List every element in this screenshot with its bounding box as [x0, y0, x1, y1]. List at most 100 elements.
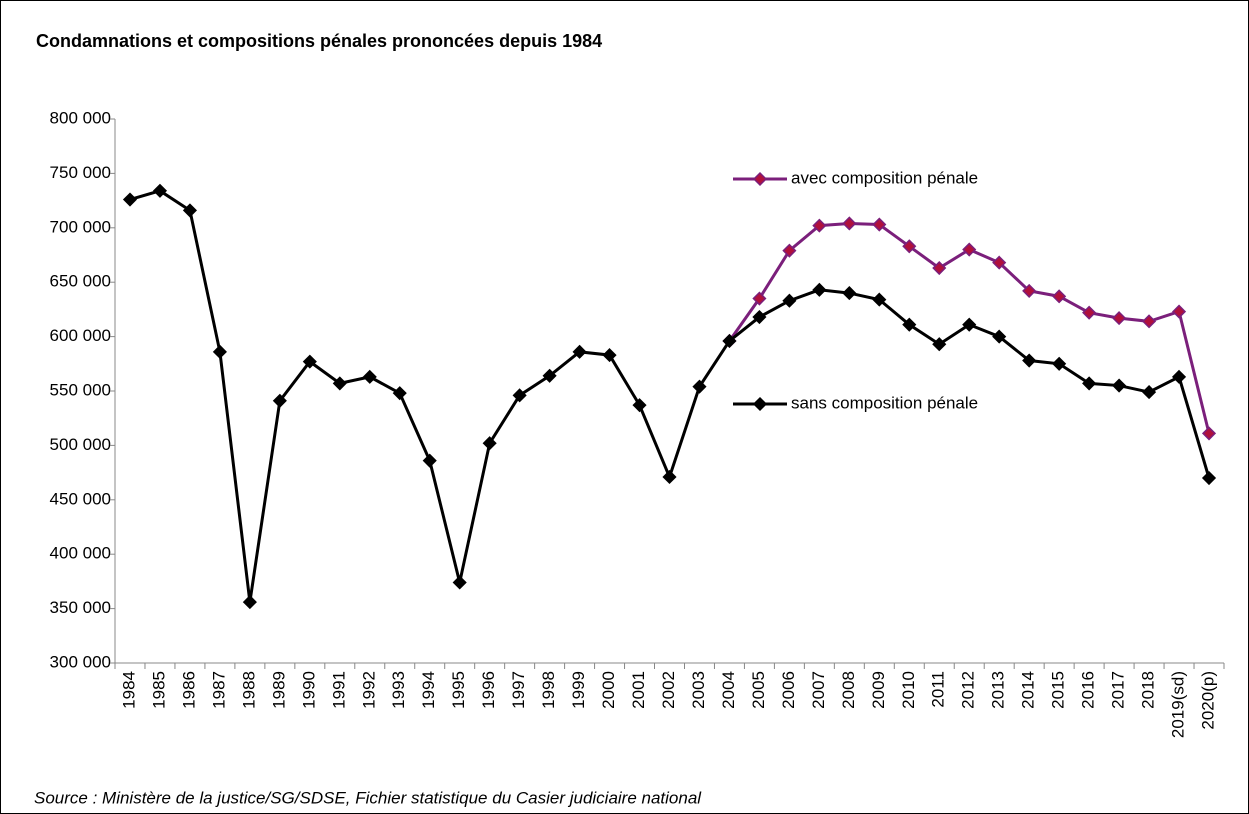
series-marker — [782, 243, 797, 258]
series-marker — [452, 575, 467, 590]
x-tick-label: 1998 — [539, 671, 558, 709]
x-tick-label: 2009 — [869, 671, 888, 709]
x-tick-label: 2005 — [749, 671, 768, 709]
series-marker — [332, 376, 347, 391]
series-marker — [902, 317, 917, 332]
y-tick-label: 350 000 — [50, 598, 111, 617]
series-marker — [992, 255, 1007, 270]
y-tick-label: 450 000 — [50, 489, 111, 508]
series-marker — [1201, 470, 1217, 486]
series-marker — [992, 329, 1007, 344]
legend-marker — [752, 396, 768, 412]
x-tick-label: 2017 — [1109, 671, 1128, 709]
series-marker — [842, 216, 857, 231]
y-tick-label: 600 000 — [50, 326, 111, 345]
series-marker — [182, 203, 197, 218]
x-tick-label: 1984 — [119, 671, 138, 709]
series-marker — [662, 469, 677, 485]
series-marker — [812, 218, 827, 233]
x-tick-label: 2003 — [689, 671, 708, 709]
series-marker — [1171, 304, 1187, 319]
chart-title: Condamnations et compositions pénales pr… — [36, 31, 602, 51]
series-marker — [512, 388, 527, 403]
series-marker — [1142, 385, 1157, 400]
series-marker — [422, 453, 437, 468]
x-tick-label: 2001 — [629, 671, 648, 709]
x-tick-label: 1999 — [569, 671, 588, 709]
y-tick-label: 800 000 — [50, 108, 111, 127]
series-marker — [1022, 283, 1037, 298]
x-tick-label: 2007 — [809, 671, 828, 709]
x-tick-label: 2012 — [959, 671, 978, 709]
series-marker — [392, 386, 407, 401]
x-tick-label: 2015 — [1049, 671, 1068, 709]
y-tick-label: 700 000 — [50, 217, 111, 236]
series-marker — [602, 348, 617, 363]
series-marker — [752, 309, 767, 325]
series-marker — [482, 436, 497, 451]
x-tick-label: 2019(sd) — [1169, 671, 1188, 738]
x-tick-label: 2018 — [1139, 671, 1158, 709]
y-tick-label: 400 000 — [50, 544, 111, 563]
series-marker — [242, 595, 257, 610]
x-tick-label: 1988 — [239, 671, 258, 709]
series-marker — [1112, 311, 1127, 326]
series-marker — [962, 317, 977, 332]
series-marker — [632, 398, 647, 413]
series-marker — [1112, 378, 1127, 393]
x-tick-label: 2016 — [1079, 671, 1098, 709]
x-tick-label: 1990 — [299, 671, 318, 709]
x-tick-label: 2010 — [899, 671, 918, 709]
x-tick-label: 2020(p) — [1198, 671, 1217, 730]
x-tick-label: 1989 — [269, 671, 288, 709]
series-marker — [1052, 289, 1067, 304]
x-tick-label: 1996 — [479, 671, 498, 709]
x-tick-label: 1991 — [329, 671, 348, 709]
series-marker — [362, 369, 377, 384]
series-marker — [812, 282, 827, 297]
series-marker — [1201, 426, 1217, 441]
x-tick-label: 2004 — [719, 671, 738, 709]
series-marker — [1052, 356, 1067, 371]
x-tick-label: 1992 — [359, 671, 378, 709]
y-tick-label: 550 000 — [50, 380, 111, 399]
x-tick-label: 2006 — [779, 671, 798, 709]
series-marker — [932, 337, 947, 352]
series-marker — [872, 292, 887, 307]
x-tick-label: 1993 — [389, 671, 408, 709]
series-marker — [902, 239, 917, 254]
legend-label: avec composition pénale — [791, 168, 978, 187]
x-tick-label: 1985 — [149, 671, 168, 709]
y-tick-label: 750 000 — [50, 163, 111, 182]
y-tick-label: 650 000 — [50, 272, 111, 291]
source-note: Source : Ministère de la justice/SG/SDSE… — [34, 788, 702, 807]
series-marker — [1082, 376, 1097, 391]
series-marker — [302, 354, 317, 369]
legend-marker — [752, 171, 768, 187]
x-tick-label: 2013 — [989, 671, 1008, 709]
series-marker — [782, 293, 797, 308]
series-marker — [572, 344, 587, 359]
x-tick-label: 1995 — [449, 671, 468, 709]
x-tick-label: 1994 — [419, 671, 438, 709]
series-marker — [272, 393, 287, 408]
series-marker — [152, 183, 168, 198]
legend-label: sans composition pénale — [791, 393, 978, 412]
x-tick-label: 2008 — [839, 671, 858, 709]
x-tick-label: 2014 — [1019, 671, 1038, 709]
series-marker — [1142, 314, 1157, 329]
series-marker — [542, 368, 557, 383]
y-tick-label: 300 000 — [50, 652, 111, 671]
series-marker — [872, 217, 887, 232]
x-tick-label: 1987 — [209, 671, 228, 709]
series-marker — [842, 286, 857, 301]
series-marker — [962, 242, 977, 257]
x-tick-label: 2002 — [659, 671, 678, 709]
y-tick-label: 500 000 — [50, 435, 111, 454]
series-marker — [932, 260, 947, 276]
series-marker — [1171, 369, 1187, 384]
series-marker — [122, 192, 138, 207]
series-marker — [1082, 305, 1097, 320]
